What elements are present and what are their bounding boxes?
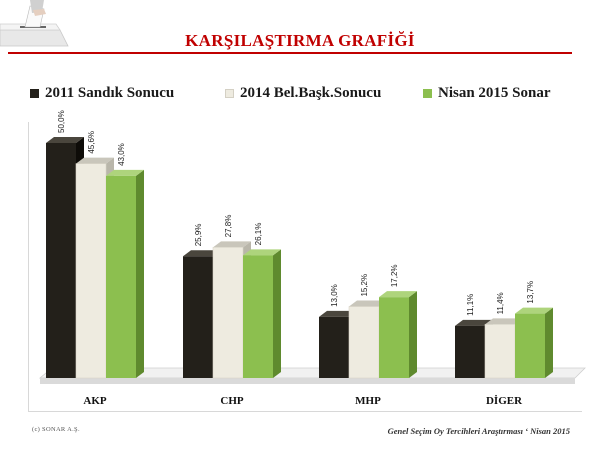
bar-di̇ger-0 <box>455 325 485 378</box>
bar-top-mhp-2 <box>379 291 417 298</box>
bar-top-chp-2 <box>243 249 281 256</box>
bar-top-mhp-0 <box>319 310 357 317</box>
bar-side-chp-2 <box>273 249 281 378</box>
chart-floor-edge <box>40 378 575 384</box>
data-label-di̇ger-1: 11,4% <box>496 292 505 314</box>
data-label-mhp-1: 15,2% <box>360 274 369 297</box>
source-text: Genel Seçim Oy Tercihleri Araştırması ‘ … <box>387 426 570 436</box>
data-label-akp-1: 45,6% <box>87 131 96 154</box>
bar-top-akp-1 <box>76 157 114 164</box>
bar-mhp-1 <box>348 306 380 379</box>
data-label-mhp-0: 13,0% <box>330 284 339 307</box>
bar-di̇ger-1 <box>484 324 516 379</box>
legend-item-2014: 2014 Bel.Başk.Sonucu <box>225 85 381 102</box>
data-label-di̇ger-0: 11,1% <box>466 294 475 316</box>
bar-chart: 50,0% 45,6% 43,0% AKP 25,9% 27,8% 26,1% CHP 13,0… <box>38 110 586 407</box>
bar-side-di̇ger-2 <box>545 307 553 378</box>
data-label-akp-0: 50,0% <box>57 110 66 133</box>
bar-akp-0 <box>46 143 76 378</box>
bar-side-mhp-2 <box>409 291 417 378</box>
legend-item-2011: 2011 Sandık Sonucu <box>30 85 174 102</box>
data-label-di̇ger-2: 13,7% <box>526 281 535 304</box>
legend: 2011 Sandık Sonucu 2014 Bel.Başk.Sonucu … <box>30 85 590 109</box>
ballot-box-icon <box>0 0 69 47</box>
bar-chp-1 <box>212 247 244 379</box>
bar-top-chp-1 <box>213 241 251 248</box>
bar-top-akp-0 <box>46 137 84 143</box>
category-label-mhp: MHP <box>355 395 381 407</box>
data-label-chp-0: 25,9% <box>194 224 203 247</box>
bar-top-akp-2 <box>106 169 144 176</box>
category-label-di̇ger: DİGER <box>486 395 523 407</box>
bar-mhp-2 <box>379 297 409 378</box>
legend-swatch-2014 <box>225 89 234 98</box>
bar-di̇ger-2 <box>515 313 545 378</box>
copyright-text: (c) SONAR A.Ş. <box>32 426 80 433</box>
legend-label-2011: 2011 Sandık Sonucu <box>45 85 175 101</box>
legend-label-2014: 2014 Bel.Başk.Sonucu <box>240 85 382 101</box>
legend-item-2015: Nisan 2015 Sonar <box>423 85 551 102</box>
bar-top-di̇ger-2 <box>515 307 553 314</box>
legend-swatch-2011 <box>30 89 39 98</box>
bar-chp-0 <box>183 256 213 378</box>
bar-top-di̇ger-0 <box>455 319 493 326</box>
bar-mhp-0 <box>319 316 349 378</box>
bar-side-akp-2 <box>136 169 144 378</box>
category-label-akp: AKP <box>83 395 107 407</box>
bar-top-di̇ger-1 <box>485 318 523 325</box>
chart-title: KARŞILAŞTIRMA GRAFİĞİ <box>185 31 415 50</box>
data-label-akp-2: 43,0% <box>117 143 126 166</box>
bar-top-chp-0 <box>183 250 221 257</box>
legend-label-2015: Nisan 2015 Sonar <box>438 85 551 101</box>
bar-chp-2 <box>243 255 273 378</box>
chart-area <box>28 122 582 412</box>
data-label-mhp-2: 17,2% <box>390 264 399 287</box>
bar-akp-2 <box>106 175 136 378</box>
data-label-chp-1: 27,8% <box>224 215 233 238</box>
category-label-chp: CHP <box>220 395 244 407</box>
legend-swatch-2015 <box>423 89 432 98</box>
bar-top-mhp-1 <box>349 300 387 307</box>
title-underline <box>8 52 572 54</box>
bar-akp-1 <box>75 163 107 379</box>
data-label-chp-2: 26,1% <box>254 223 263 246</box>
